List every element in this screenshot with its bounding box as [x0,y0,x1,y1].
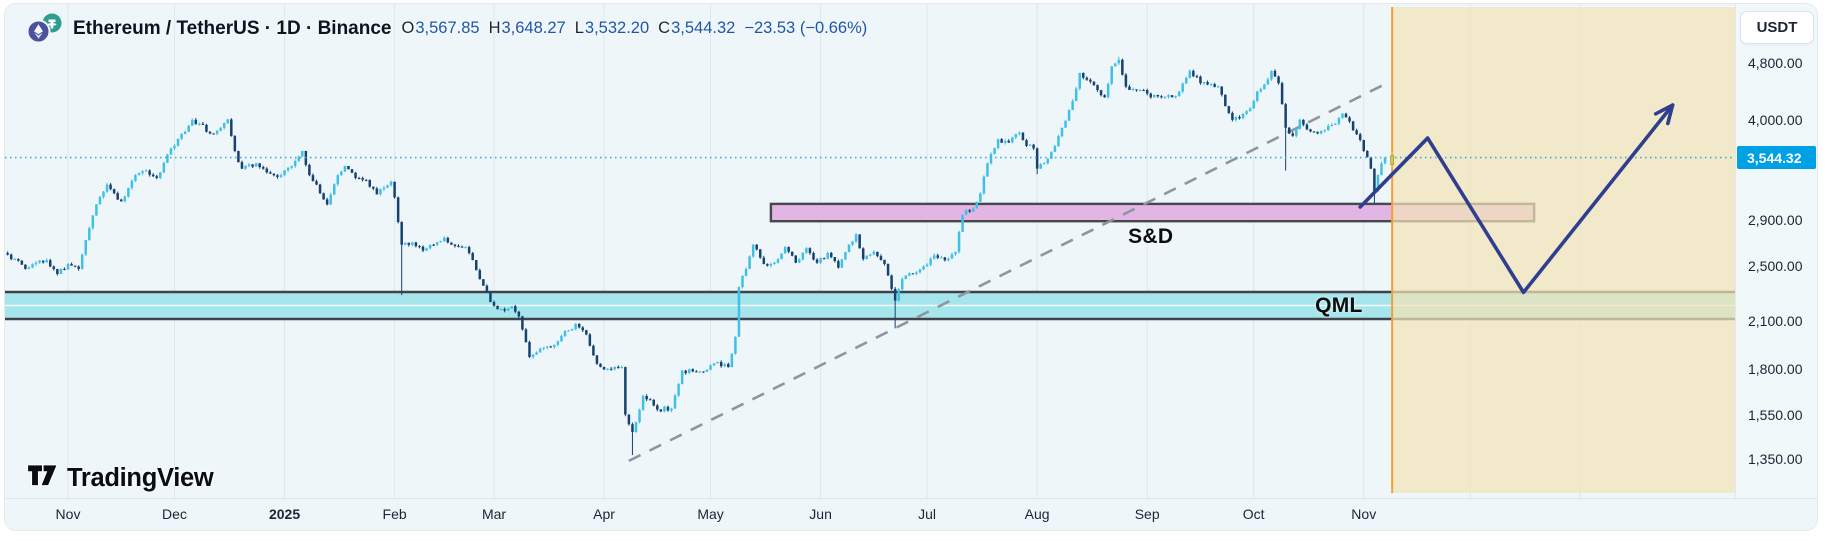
time-axis-label: Jun [809,506,832,522]
trendline[interactable] [628,82,1386,463]
time-axis-label: Apr [593,506,615,522]
price-axis-label: 2,100.00 [1748,312,1803,329]
currency-unit-button[interactable]: USDT [1740,11,1814,44]
price-axis-label: 4,000.00 [1748,111,1803,128]
symbol-header: Ethereum / TetherUS · 1D · Binance O3,56… [26,13,868,44]
price-axis-label: 1,350.00 [1748,450,1803,467]
chart-canvas[interactable] [5,4,1735,498]
time-axis-label: Jul [918,506,937,522]
low-value: 3,532.20 [584,19,650,37]
time-axis[interactable]: Nov Dec 2025 Feb Mar Apr May Jun Jul Aug Sep Oct Nov [5,498,1817,530]
time-axis-label: Aug [1024,506,1050,522]
price-axis-label: 2,900.00 [1748,212,1803,229]
time-axis-label: Mar [481,506,507,522]
time-axis-label: Dec [162,506,187,522]
low-label: L [574,19,584,37]
open-value: 3,567.85 [415,19,480,37]
symbol-title[interactable]: Ethereum / TetherUS · 1D · Binance [73,17,392,39]
time-axis-label: Nov [1351,506,1377,522]
tradingview-watermark-text: TradingView [67,463,214,492]
price-axis-label: 1,550.00 [1748,407,1803,424]
time-axis-label: Feb [382,506,407,522]
time-axis-label: Oct [1242,506,1265,522]
open-label: O [401,19,415,37]
forecast-arrow[interactable] [1358,103,1675,295]
tradingview-chart-widget: S&D QML Ethereum / TetherUS · 1D · Binan… [4,3,1818,531]
projection-zone[interactable] [1391,7,1735,493]
current-price-badge: 3,544.32 [1737,146,1816,170]
tradingview-logo-icon [27,462,59,494]
time-axis-label: Sep [1134,506,1160,522]
price-axis[interactable]: USDT 3,544.32 4,800.00 4,000.00 2,900.00 2,… [1735,4,1817,498]
time-axis-label: Nov [55,506,81,522]
time-axis-label: 2025 [268,506,301,522]
current-price-badge-value: 3,544.32 [1747,149,1802,166]
tradingview-watermark[interactable]: TradingView [27,462,214,494]
close-value: 3,544.32 [671,19,736,37]
supply-demand-zone-label[interactable]: S&D [1128,225,1174,249]
change-value: −23.53 (−0.66%) [744,19,868,37]
ohlc-values: O3,567.85 H3,648.27 L3,532.20 C3,544.32 … [402,19,868,38]
price-axis-label: 2,500.00 [1748,258,1803,275]
close-label: C [658,19,671,37]
price-axis-label: 4,800.00 [1748,55,1803,71]
ethereum-tether-pair-logo-icon [26,13,63,44]
high-value: 3,648.27 [501,19,566,37]
high-label: H [488,19,501,37]
price-axis-label: 1,800.00 [1748,360,1803,377]
current-candle [1390,151,1395,168]
time-axis-label: May [697,506,724,522]
qml-zone-label[interactable]: QML [1315,293,1363,317]
